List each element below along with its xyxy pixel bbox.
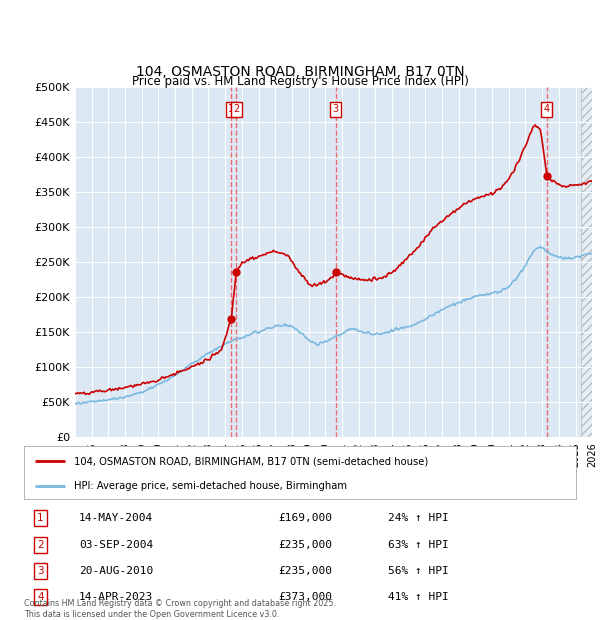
Text: 3: 3	[37, 566, 44, 576]
Text: 20-AUG-2010: 20-AUG-2010	[79, 566, 154, 576]
Text: HPI: Average price, semi-detached house, Birmingham: HPI: Average price, semi-detached house,…	[74, 481, 347, 491]
Text: 104, OSMASTON ROAD, BIRMINGHAM, B17 0TN: 104, OSMASTON ROAD, BIRMINGHAM, B17 0TN	[136, 64, 464, 79]
Text: 24% ↑ HPI: 24% ↑ HPI	[388, 513, 449, 523]
Text: 1: 1	[228, 104, 235, 114]
Text: £373,000: £373,000	[278, 592, 332, 602]
Text: 56% ↑ HPI: 56% ↑ HPI	[388, 566, 449, 576]
Text: 14-MAY-2004: 14-MAY-2004	[79, 513, 154, 523]
Bar	[581, 87, 592, 437]
Text: 2: 2	[233, 104, 239, 114]
Text: Contains HM Land Registry data © Crown copyright and database right 2025.
This d: Contains HM Land Registry data © Crown c…	[24, 600, 336, 619]
Text: 14-APR-2023: 14-APR-2023	[79, 592, 154, 602]
Text: Price paid vs. HM Land Registry's House Price Index (HPI): Price paid vs. HM Land Registry's House …	[131, 75, 469, 88]
Text: 2: 2	[37, 539, 44, 550]
Text: 4: 4	[544, 104, 550, 114]
Text: 4: 4	[37, 592, 44, 602]
Bar	[581, 87, 592, 437]
Text: 1: 1	[37, 513, 44, 523]
Text: £169,000: £169,000	[278, 513, 332, 523]
Text: 3: 3	[333, 104, 339, 114]
Text: 104, OSMASTON ROAD, BIRMINGHAM, B17 0TN (semi-detached house): 104, OSMASTON ROAD, BIRMINGHAM, B17 0TN …	[74, 456, 428, 466]
Text: 03-SEP-2004: 03-SEP-2004	[79, 539, 154, 550]
Text: 63% ↑ HPI: 63% ↑ HPI	[388, 539, 449, 550]
Text: 41% ↑ HPI: 41% ↑ HPI	[388, 592, 449, 602]
Text: £235,000: £235,000	[278, 539, 332, 550]
Text: £235,000: £235,000	[278, 566, 332, 576]
